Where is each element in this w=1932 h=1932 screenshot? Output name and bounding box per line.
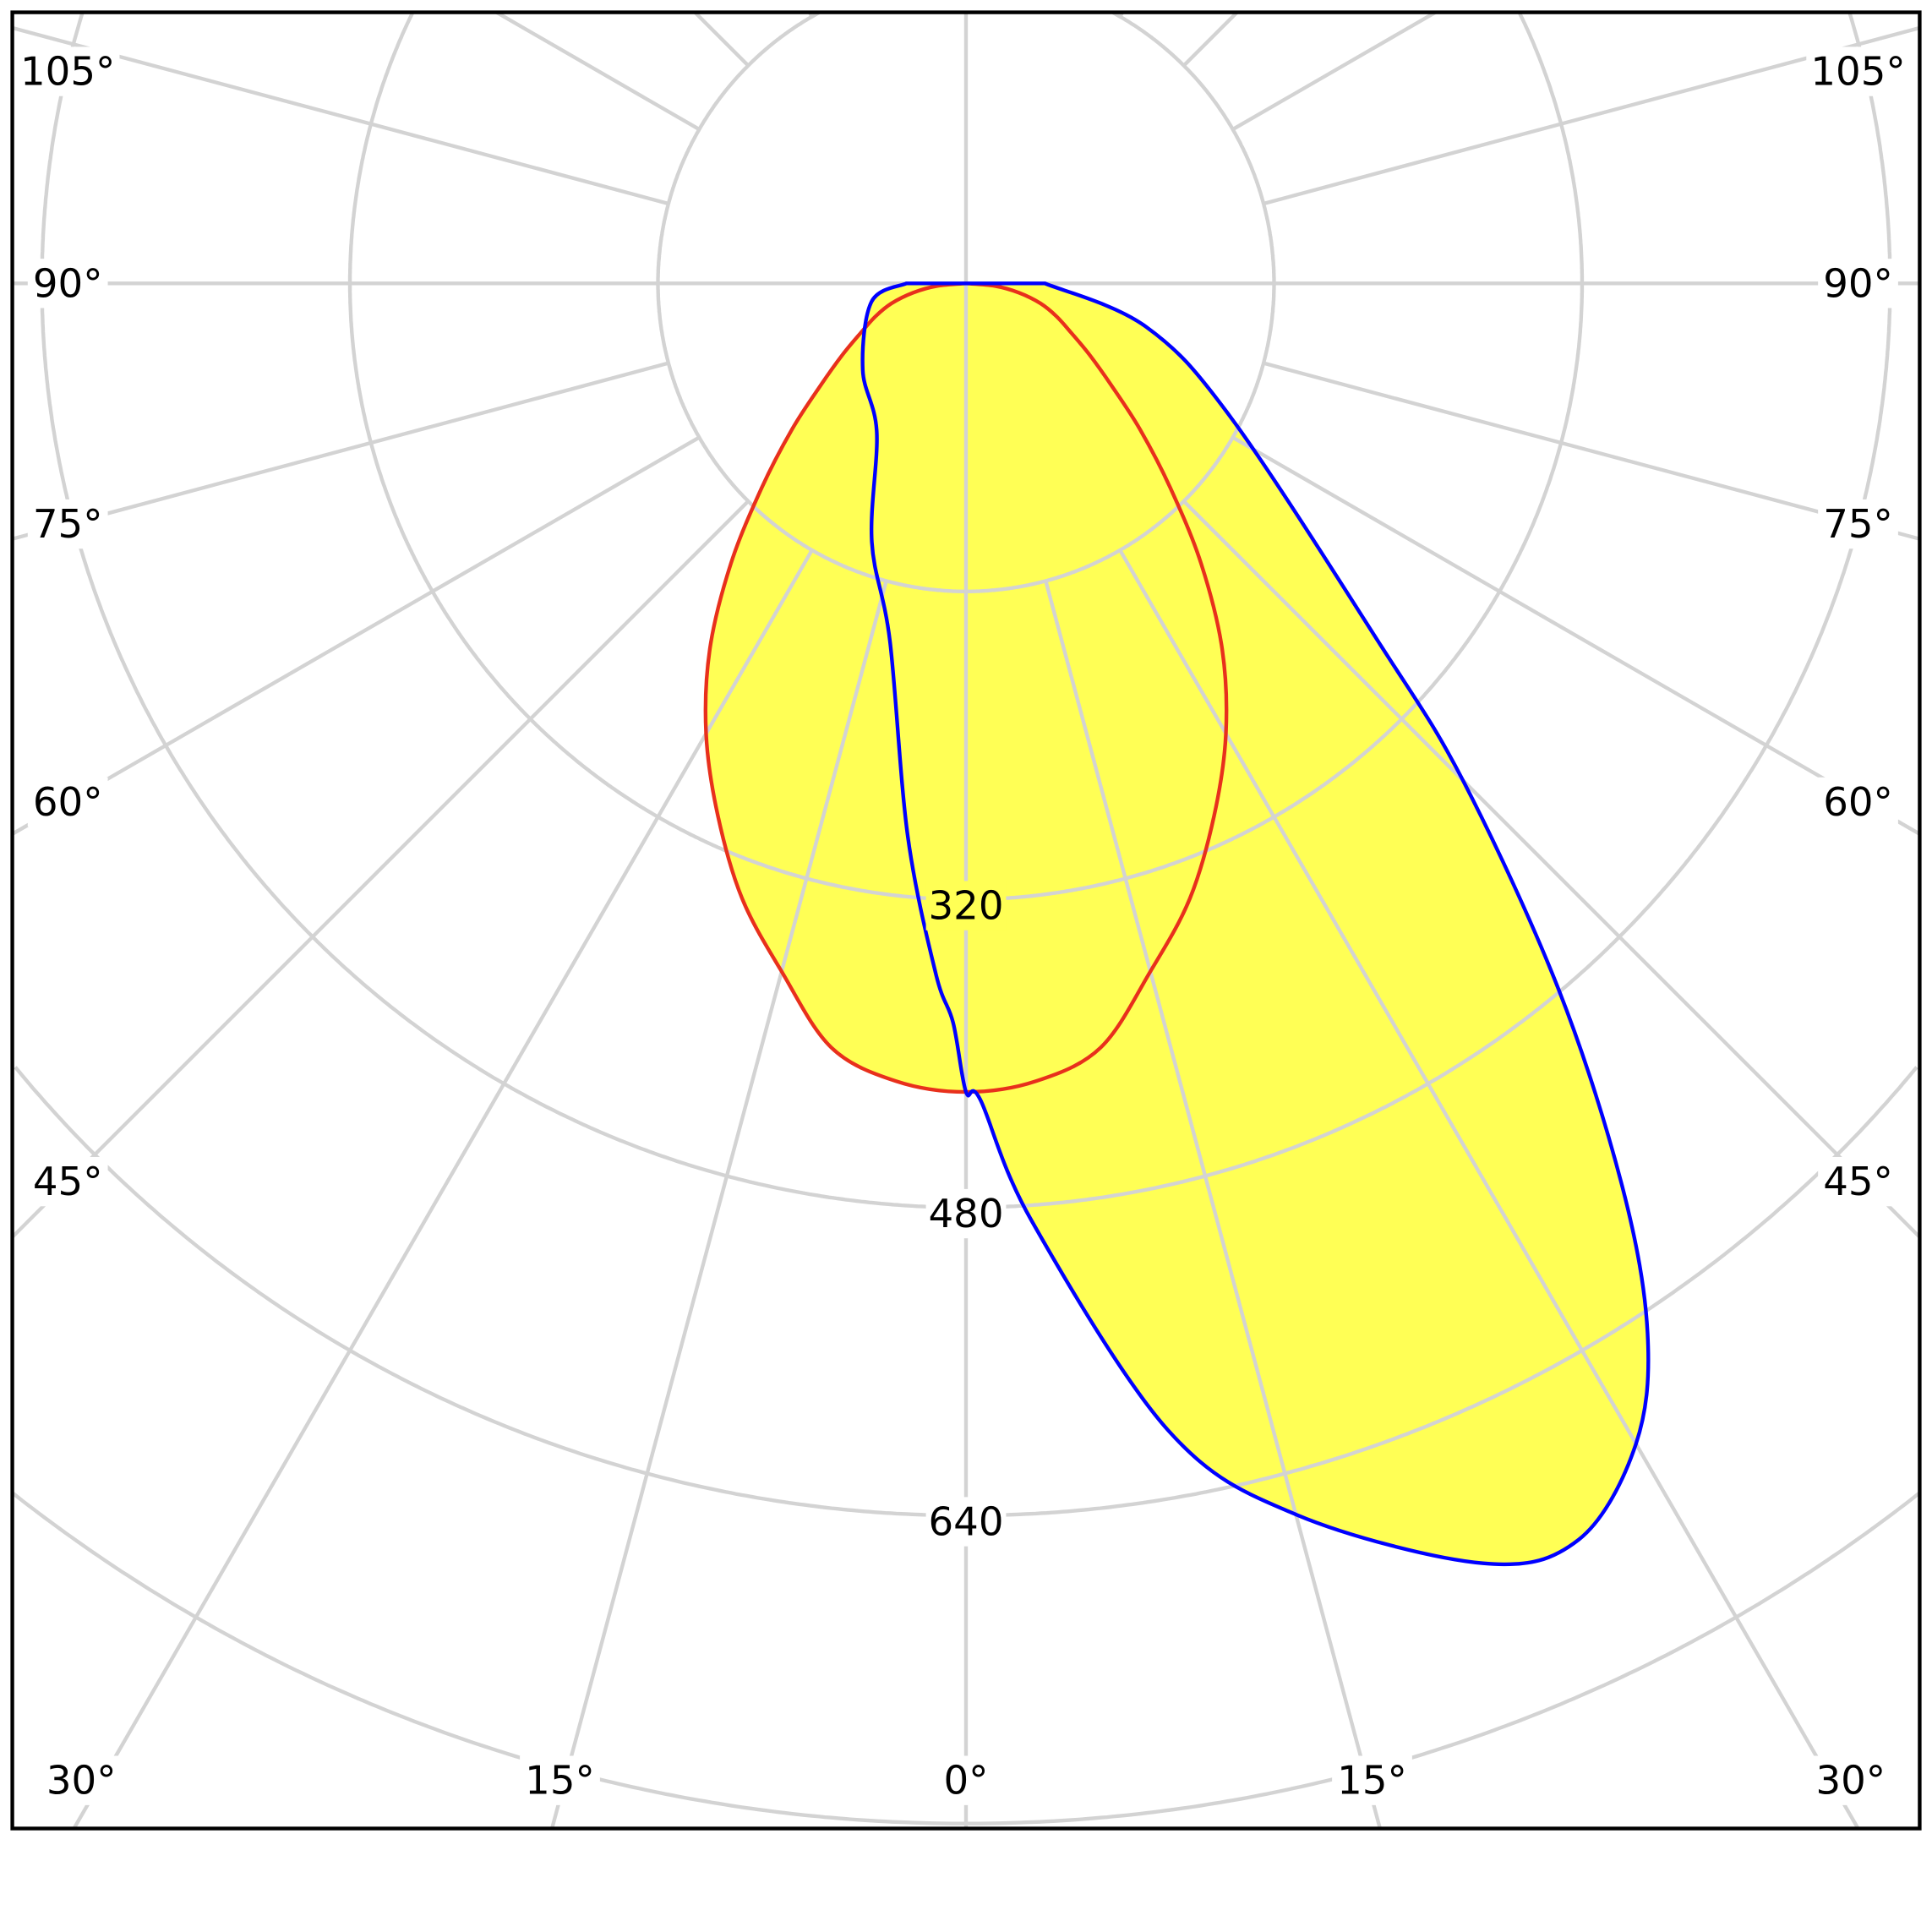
label-bg (1810, 1755, 1891, 1805)
label-text: 45° (1823, 1160, 1893, 1205)
label-bg (925, 881, 1007, 931)
label-text: 320 (928, 884, 1003, 930)
radial-line--15 (550, 580, 888, 1830)
label-text: 0° (944, 1759, 989, 1804)
radial-line--45 (11, 499, 750, 1239)
angle-label-bottom-2: 0° (937, 1755, 995, 1805)
label-bg (15, 46, 120, 96)
label-bg (27, 259, 108, 308)
label-bg (27, 499, 108, 549)
label-text: 15° (525, 1759, 595, 1804)
angle-label-left-90: 90° (27, 259, 108, 308)
label-text: 105° (20, 50, 115, 96)
label-bg (1332, 1755, 1412, 1805)
radial-line-60 (1231, 435, 1921, 836)
angle-label-bottom-0: 30° (41, 1755, 122, 1805)
labels: 320 480 640 105° 105° 90° 90° 75° 75° 60° 60° 45° 45… (15, 46, 1910, 1805)
label-bg (27, 777, 108, 827)
angle-label-right-45: 45° (1818, 1156, 1898, 1207)
angle-label-right-75: 75° (1818, 499, 1898, 549)
angle-label-right-105: 105° (1806, 46, 1910, 96)
radial-line-45 (1182, 499, 1921, 1239)
label-text: 75° (33, 502, 103, 548)
angle-label-left-105: 105° (15, 46, 120, 96)
label-text: 60° (1823, 780, 1893, 826)
radial-line--60 (11, 435, 701, 836)
grid-circle-320 (347, 12, 1585, 902)
label-bg (1818, 499, 1898, 549)
label-bg (41, 1755, 122, 1805)
radial-line--30 (72, 548, 814, 1830)
angle-label-left-60: 60° (27, 777, 108, 827)
angle-label-bottom-3: 15° (1332, 1755, 1412, 1805)
label-text: 90° (33, 261, 103, 307)
label-bg (520, 1755, 600, 1805)
label-bg (925, 1188, 1007, 1239)
grid-circle-160 (656, 11, 1276, 593)
label-bg (27, 1156, 108, 1207)
label-bg (1818, 777, 1898, 827)
radial-line-15 (1044, 580, 1382, 1830)
label-text: 75° (1823, 502, 1893, 548)
radial-label-320: 320 (925, 881, 1007, 931)
label-bg (1818, 259, 1898, 308)
radial-line--75 (12, 361, 669, 541)
radial-label-480: 480 (925, 1188, 1007, 1239)
label-bg (1806, 46, 1910, 96)
label-text: 30° (1815, 1759, 1886, 1804)
radial-line--135 (693, 11, 750, 68)
radial-line-135 (1182, 11, 1239, 68)
radial-line--120 (495, 10, 701, 131)
label-text: 480 (928, 1192, 1003, 1237)
angle-label-left-75: 75° (27, 499, 108, 549)
label-text: 640 (928, 1500, 1003, 1546)
label-text: 60° (33, 780, 103, 826)
label-bg (925, 1497, 1007, 1547)
label-text: 30° (46, 1759, 117, 1804)
plot-frame (10, 10, 1922, 1831)
radial-line-75 (1263, 361, 1920, 541)
label-text: 45° (33, 1160, 103, 1205)
radial-label-640: 640 (925, 1497, 1007, 1547)
curve-c90-c270 (860, 281, 1651, 1567)
angle-label-right-90: 90° (1818, 259, 1898, 308)
radial-line-30 (1118, 548, 1860, 1830)
angle-label-left-45: 45° (27, 1156, 108, 1207)
label-text: 105° (1810, 50, 1905, 96)
label-text: 15° (1337, 1759, 1407, 1804)
angle-label-bottom-4: 30° (1810, 1755, 1891, 1805)
label-text: 90° (1823, 261, 1893, 307)
angle-label-bottom-1: 15° (520, 1755, 600, 1805)
fill-c90-c270 (862, 283, 1649, 1564)
series-curves (703, 281, 1651, 1567)
label-bg (1818, 1156, 1898, 1207)
radial-line--105 (12, 25, 669, 206)
label-bg (937, 1755, 995, 1805)
angle-label-right-60: 60° (1818, 777, 1898, 827)
radial-line-120 (1231, 10, 1437, 131)
